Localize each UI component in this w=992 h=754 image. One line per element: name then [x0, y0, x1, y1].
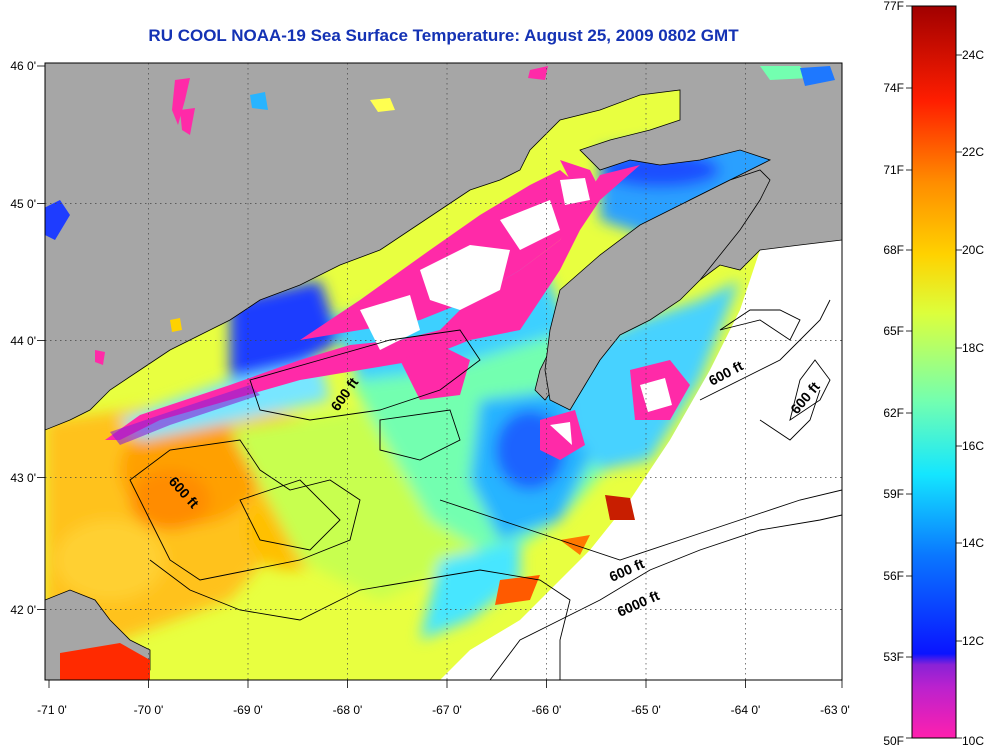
- colorbar-c-label: 16C: [962, 439, 984, 453]
- colorbar-f-label: 56F: [883, 569, 904, 583]
- x-tick-label: -68 0': [333, 703, 363, 717]
- x-tick-label: -67 0': [432, 703, 462, 717]
- colorbar-c-label: 14C: [962, 536, 984, 550]
- colorbar-f-label: 68F: [883, 243, 904, 257]
- x-axis: -71 0' -70 0' -69 0' -68 0' -67 0' -66 0…: [37, 703, 850, 717]
- nova-scotia: [544, 169, 771, 411]
- fahrenheit-labels: 77F 74F 71F 68F 65F 62F 59F 56F 53F 50F: [883, 0, 904, 748]
- x-tick-label: -64 0': [731, 703, 761, 717]
- y-axis: 46 0' 45 0' 44 0' 43 0' 42 0': [10, 59, 36, 617]
- colorbar-ticks: [906, 5, 962, 739]
- colorbar-f-label: 59F: [883, 487, 904, 501]
- x-tick-label: -69 0': [233, 703, 263, 717]
- no-data-region: [440, 240, 842, 680]
- colorbar-f-label: 62F: [883, 406, 904, 420]
- x-tick-label: -66 0': [532, 703, 562, 717]
- celsius-labels: 24C 22C 20C 18C 16C 14C 12C 10C: [962, 48, 984, 748]
- inland-lakes: [45, 66, 835, 680]
- y-tick-label: 42 0': [10, 603, 36, 617]
- x-tick-label: -63 0': [820, 703, 850, 717]
- colorbar-c-label: 10C: [962, 734, 984, 748]
- colorbar-f-label: 50F: [883, 734, 904, 748]
- colorbar-c-label: 18C: [962, 341, 984, 355]
- colorbar-c-label: 24C: [962, 48, 984, 62]
- depth-contours: [129, 299, 842, 680]
- cold-band: [105, 160, 690, 460]
- x-tick-label: -65 0': [631, 703, 661, 717]
- colorbar-f-label: 74F: [883, 81, 904, 95]
- axis-ticks: [37, 65, 843, 688]
- y-tick-label: 43 0': [10, 471, 36, 485]
- map-title: RU COOL NOAA-19 Sea Surface Temperature:…: [148, 26, 739, 45]
- x-tick-label: -70 0': [134, 703, 164, 717]
- colorbar-f-label: 77F: [883, 0, 904, 13]
- colorbar-c-label: 22C: [962, 145, 984, 159]
- colorbar-gradient: [911, 5, 957, 739]
- y-tick-label: 45 0': [10, 197, 36, 211]
- y-tick-label: 44 0': [10, 334, 36, 348]
- colorbar-f-label: 65F: [883, 324, 904, 338]
- map-frame: [44, 62, 843, 681]
- sst-field: [45, 130, 800, 660]
- y-tick-label: 46 0': [10, 59, 36, 73]
- x-tick-label: -71 0': [37, 703, 67, 717]
- colorbar-c-label: 20C: [962, 243, 984, 257]
- colorbar-f-label: 53F: [883, 650, 904, 664]
- colorbar-f-label: 71F: [883, 163, 904, 177]
- colorbar-c-label: 12C: [962, 634, 984, 648]
